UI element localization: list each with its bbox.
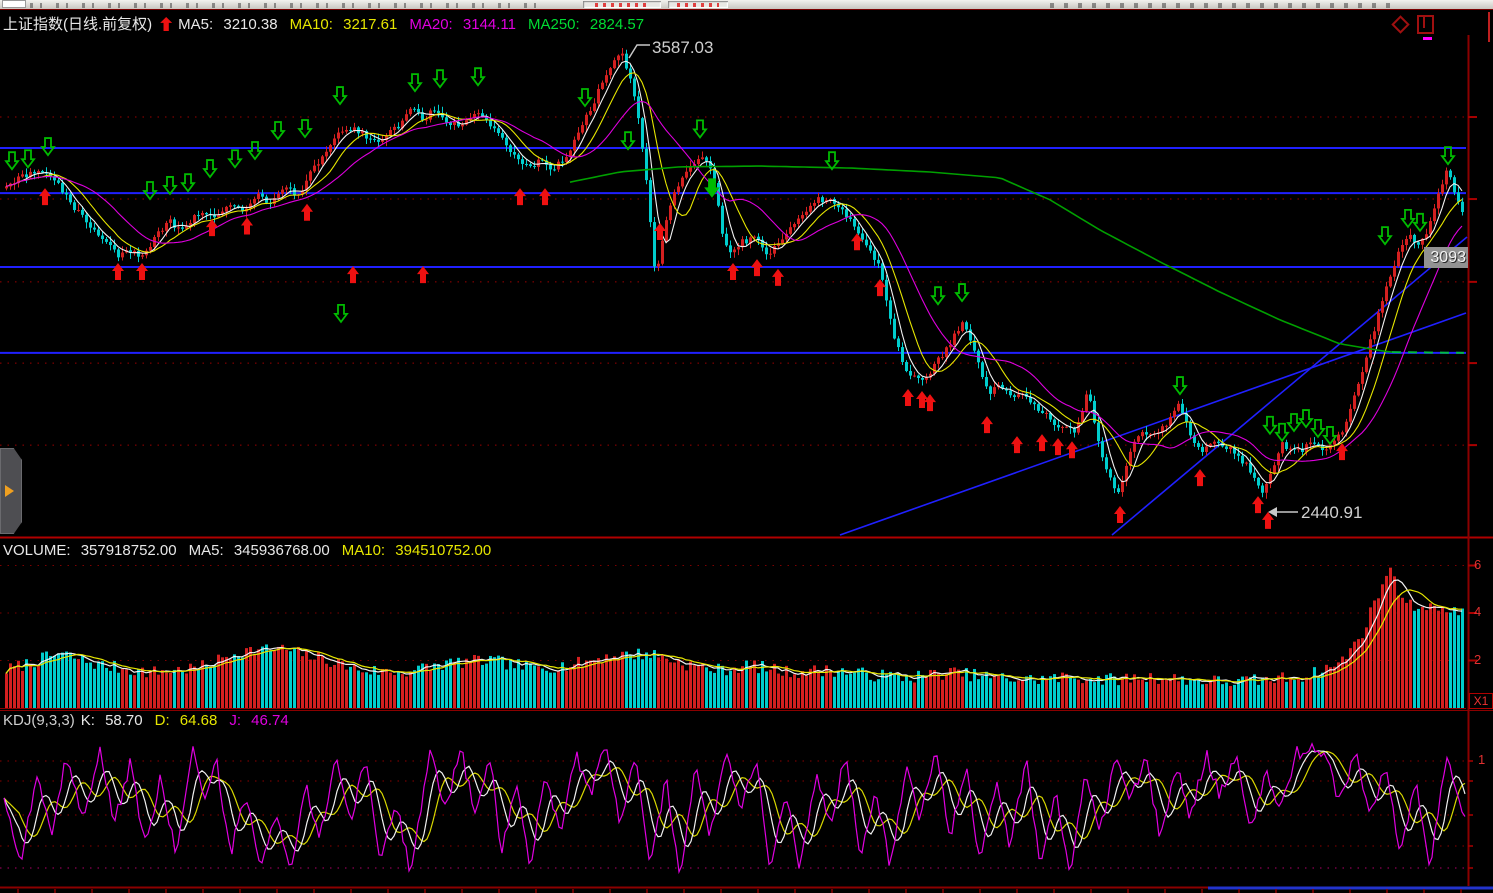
menu-text-cutoff [30,3,550,8]
vol-ma5-value: 345936768.00 [233,542,330,559]
volume-bars [0,564,1477,708]
main-chart-header: 上证指数(日线.前复权) MA5: 3210.38 MA10: 3217.61 MA2… [3,13,656,34]
toolbar-field-1[interactable] [583,1,661,8]
kdj-lines [0,742,1473,875]
ma20-value: 3144.11 [462,16,516,33]
menu-text-cutoff-right [1050,3,1390,8]
k-label: K: [80,712,95,729]
kdj-title: KDJ(9,3,3) [3,712,75,729]
d-label: D: [154,712,170,729]
magenta-marker [1423,37,1432,40]
volume-header: VOLUME: 357918752.00 MA5: 345936768.00 MA1… [3,542,503,559]
vol-tick-2: 2 [1474,652,1482,667]
sidebar-slide-handle[interactable] [0,448,22,534]
vol-tick-6: 6 [1474,557,1482,572]
ma5-label: MA5: [178,16,214,33]
j-label: J: [229,712,241,729]
ma10-label: MA10: [289,16,333,33]
grid-layer [0,9,1493,446]
vol-ma10-label: MA10: [341,542,386,559]
volume-unit-box: X1 [1469,693,1493,709]
trough-price-label: 2440.91 [1301,503,1363,522]
axis-layer [0,35,1493,893]
expand-arrow-icon [5,485,14,497]
signal-arrows [4,44,1456,529]
support-lines [0,147,1468,536]
kdj-tick-100: 1 [1478,752,1486,767]
ma10-value: 3217.61 [343,16,398,33]
vol-tick-4: 4 [1474,604,1482,619]
ma250-label: MA250: [528,16,580,33]
ma5-value: 3210.38 [223,16,278,33]
candles-layer [5,48,1464,499]
d-value: 64.68 [179,712,218,729]
up-arrow-icon [160,17,173,31]
peak-price-label: 3587.03 [652,38,714,57]
current-price-tag: 3093 [1424,247,1468,268]
kdj-header: KDJ(9,3,3) K: 58.70 D: 64.68 J: 46.74 [3,712,301,729]
window-tile-icon[interactable] [1417,15,1434,34]
k-value: 58.70 [105,712,143,729]
j-value: 46.74 [251,712,289,729]
vol-ma5-label: MA5: [188,542,224,559]
window-border-mark [1488,12,1490,42]
ma-lines [5,60,1465,484]
ma250-value: 2824.57 [589,16,645,33]
menu-icon[interactable] [2,0,26,8]
ma20-label: MA20: [409,16,453,33]
symbol-title: 上证指数(日线.前复权) [3,16,153,33]
vol-ma10-value: 394510752.00 [395,542,492,559]
toolbar-field-2[interactable] [668,1,728,8]
volume-value: 357918752.00 [80,542,177,559]
volume-title: VOLUME: [3,542,71,559]
